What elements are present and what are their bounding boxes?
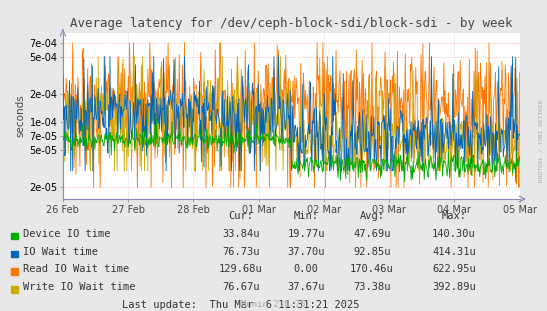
Text: IO Wait time: IO Wait time <box>23 247 98 257</box>
Text: 76.67u: 76.67u <box>222 282 259 292</box>
Text: Avg:: Avg: <box>359 211 385 221</box>
Text: 392.89u: 392.89u <box>432 282 476 292</box>
Text: 73.38u: 73.38u <box>353 282 391 292</box>
Text: 37.67u: 37.67u <box>288 282 325 292</box>
Text: Min:: Min: <box>294 211 319 221</box>
Text: 33.84u: 33.84u <box>222 229 259 239</box>
Text: 19.77u: 19.77u <box>288 229 325 239</box>
Text: 140.30u: 140.30u <box>432 229 476 239</box>
Text: 76.73u: 76.73u <box>222 247 259 257</box>
Text: 414.31u: 414.31u <box>432 247 476 257</box>
Text: 47.69u: 47.69u <box>353 229 391 239</box>
Text: 37.70u: 37.70u <box>288 247 325 257</box>
Text: 92.85u: 92.85u <box>353 247 391 257</box>
Text: 0.00: 0.00 <box>294 264 319 274</box>
Text: 170.46u: 170.46u <box>350 264 394 274</box>
Text: RRDTOOL / TOBI OETIKER: RRDTOOL / TOBI OETIKER <box>538 100 543 182</box>
Text: Read IO Wait time: Read IO Wait time <box>23 264 129 274</box>
Text: Last update:  Thu Mar  6 11:31:21 2025: Last update: Thu Mar 6 11:31:21 2025 <box>122 300 359 310</box>
Text: 622.95u: 622.95u <box>432 264 476 274</box>
Title: Average latency for /dev/ceph-block-sdi/block-sdi - by week: Average latency for /dev/ceph-block-sdi/… <box>70 17 513 30</box>
Text: Write IO Wait time: Write IO Wait time <box>23 282 136 292</box>
Text: Max:: Max: <box>441 211 467 221</box>
Y-axis label: seconds: seconds <box>15 95 25 137</box>
Text: Device IO time: Device IO time <box>23 229 110 239</box>
Text: Munin 2.0.75: Munin 2.0.75 <box>241 300 306 309</box>
Text: Cur:: Cur: <box>228 211 253 221</box>
Text: 129.68u: 129.68u <box>219 264 263 274</box>
